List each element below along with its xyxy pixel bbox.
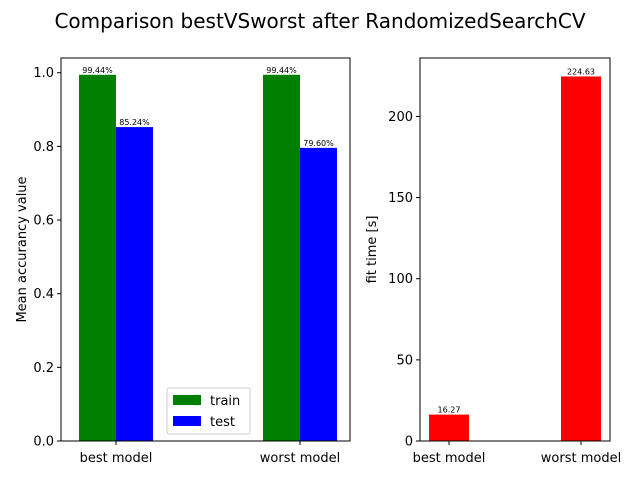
bar-fit-time-best-model <box>429 414 469 441</box>
legend-swatch-train <box>173 395 201 405</box>
bar-train-worst-model <box>263 74 300 441</box>
bar-train-best-model <box>79 74 116 441</box>
legend: train test <box>166 387 251 435</box>
x-tick-label: worst model <box>541 451 621 466</box>
accuracy-chart: 99.44% 99.44% 85.24% 79.60% 0.0 0.2 0.4 0.6 0.8 1… <box>15 57 351 466</box>
bar-value-label: 16.27 <box>438 406 461 415</box>
bar-value-label: 85.24% <box>119 118 150 127</box>
y-tick-label: 0.6 <box>33 214 54 229</box>
y-tick-label: 0 <box>405 435 413 450</box>
bar-value-label: 99.44% <box>266 66 297 75</box>
bar-test-worst-model <box>300 147 337 441</box>
bar-fit-time-worst-model <box>561 76 601 442</box>
fit-time-chart: 16.27 224.63 0 50 100 150 200 best model worst m… <box>365 57 621 466</box>
y-tick-label: 0.8 <box>33 140 54 155</box>
x-tick-label: best model <box>413 451 486 466</box>
y-tick-label: 50 <box>396 353 413 368</box>
bar-value-label: 79.60% <box>303 139 334 148</box>
axes-frame <box>60 57 351 442</box>
y-tick-label: 0.0 <box>33 435 54 450</box>
y-axis-label: fit time [s] <box>365 216 380 284</box>
y-tick-label: 0.4 <box>33 287 54 302</box>
bar-value-label: 224.63 <box>567 67 595 76</box>
y-tick-label: 100 <box>388 272 413 287</box>
bar-test-best-model <box>116 127 153 441</box>
legend-label-test: test <box>210 415 235 430</box>
y-tick-label: 1.0 <box>33 66 54 81</box>
x-tick-label: best model <box>80 451 153 466</box>
axes-frame <box>419 57 611 442</box>
y-tick-label: 0.2 <box>33 361 54 376</box>
x-tick-label: worst model <box>260 451 340 466</box>
y-tick-label: 150 <box>388 191 413 206</box>
y-axis-label: Mean accurancy value <box>15 176 30 322</box>
legend-swatch-test <box>173 416 201 426</box>
legend-label-train: train <box>210 394 240 409</box>
y-tick-label: 200 <box>388 110 413 125</box>
bar-value-label: 99.44% <box>82 66 113 75</box>
figure-title: Comparison bestVSworst after RandomizedS… <box>54 9 585 33</box>
